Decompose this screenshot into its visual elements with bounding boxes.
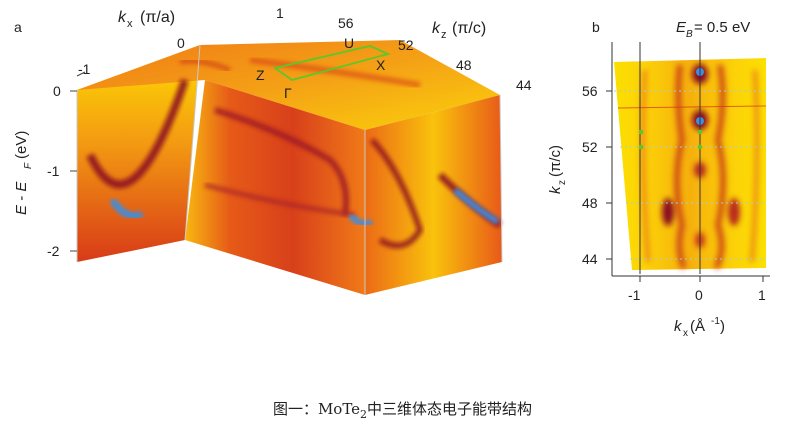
energy-axis: 0 -1 -2 E - E F (eV) xyxy=(13,83,77,259)
figure-caption: 图一：MoTe2中三维体态电子能带结构 xyxy=(0,398,805,421)
energy-axis-text: E - E xyxy=(13,181,30,215)
kx-axis-subscript: x xyxy=(127,18,133,30)
kx-tick: 1 xyxy=(276,5,284,21)
kz-tick: 56 xyxy=(338,15,354,31)
energy-axis-subscript: F xyxy=(23,162,34,169)
kx-tick-b: 1 xyxy=(758,287,766,303)
kz-axis-subscript: z xyxy=(441,29,447,41)
caption-prefix: 图一：MoTe xyxy=(272,400,361,418)
bz-point-z: Z xyxy=(256,67,265,83)
caption-subscript: 2 xyxy=(360,408,368,421)
energy-tick: 0 xyxy=(53,83,61,99)
kx-axis-symbol: k xyxy=(118,9,127,26)
energy-tick: -1 xyxy=(47,163,60,179)
kz-axis: k z (π/c) 56 52 48 44 xyxy=(338,15,532,93)
kz-tick-b: 48 xyxy=(582,195,598,211)
panel-b-x-unit: (Å xyxy=(690,318,705,335)
brillouin-zone xyxy=(272,45,391,81)
map-features xyxy=(640,64,760,270)
kz-tick-b: 52 xyxy=(582,139,598,155)
left-face xyxy=(77,45,200,262)
kz-tick: 52 xyxy=(398,37,414,53)
kx-axis-unit: (π/a) xyxy=(140,9,175,26)
bz-point-x: X xyxy=(376,57,386,73)
kx-tick: 0 xyxy=(177,35,185,51)
kz-axis-unit: (π/c) xyxy=(452,20,486,37)
kz-tick-b: 56 xyxy=(582,83,598,99)
panel-a-label: a xyxy=(14,19,22,35)
panel-b-title-subscript: B xyxy=(686,29,693,40)
kz-tick: 48 xyxy=(456,57,472,73)
cube-edges xyxy=(76,44,503,295)
right-face xyxy=(365,95,502,295)
panel-a: a xyxy=(13,5,532,295)
band-structure-cube: U X Z Γ xyxy=(76,35,503,295)
kz-tick: 44 xyxy=(516,77,532,93)
kz-axis-symbol: k xyxy=(432,20,441,37)
bz-point-u: U xyxy=(344,35,354,51)
front-face xyxy=(185,80,365,295)
fermi-surface-map xyxy=(614,42,767,274)
kz-tick-b: 44 xyxy=(582,251,598,267)
panel-b-x-exponent: -1 xyxy=(711,316,720,327)
panel-b-x-close: ) xyxy=(720,318,725,335)
caption-suffix: 中三维体态电子能带结构 xyxy=(367,400,533,418)
panel-b-x-subscript: x xyxy=(683,328,688,339)
kx-axis: k x (π/a) -1 0 1 xyxy=(76,5,284,77)
panel-b-y-unit: (π/c) xyxy=(547,145,564,177)
panel-b-y-symbol: k xyxy=(547,185,564,194)
kx-tick-b: 0 xyxy=(695,287,703,303)
kx-tick-b: -1 xyxy=(628,287,641,303)
panel-b: b E B = 0.5 eV xyxy=(547,19,770,339)
map-gridlines xyxy=(614,90,766,260)
panel-b-x-axis: -1 0 1 k x (Å -1 ) xyxy=(612,275,770,339)
band-features xyxy=(86,57,502,249)
bz-point-gamma: Γ xyxy=(284,85,292,101)
energy-tick: -2 xyxy=(47,243,60,259)
map-area xyxy=(614,58,766,270)
panel-b-title-value: = 0.5 eV xyxy=(694,19,750,36)
panel-b-title-symbol: E xyxy=(676,19,687,36)
panel-b-x-symbol: k xyxy=(674,318,683,335)
panel-b-y-axis: 56 52 48 44 k z (π/c) xyxy=(547,42,613,276)
energy-axis-unit: (eV) xyxy=(13,131,30,159)
panel-b-label: b xyxy=(592,19,600,35)
kx-tick: -1 xyxy=(78,61,91,77)
panel-b-y-subscript: z xyxy=(557,180,568,185)
